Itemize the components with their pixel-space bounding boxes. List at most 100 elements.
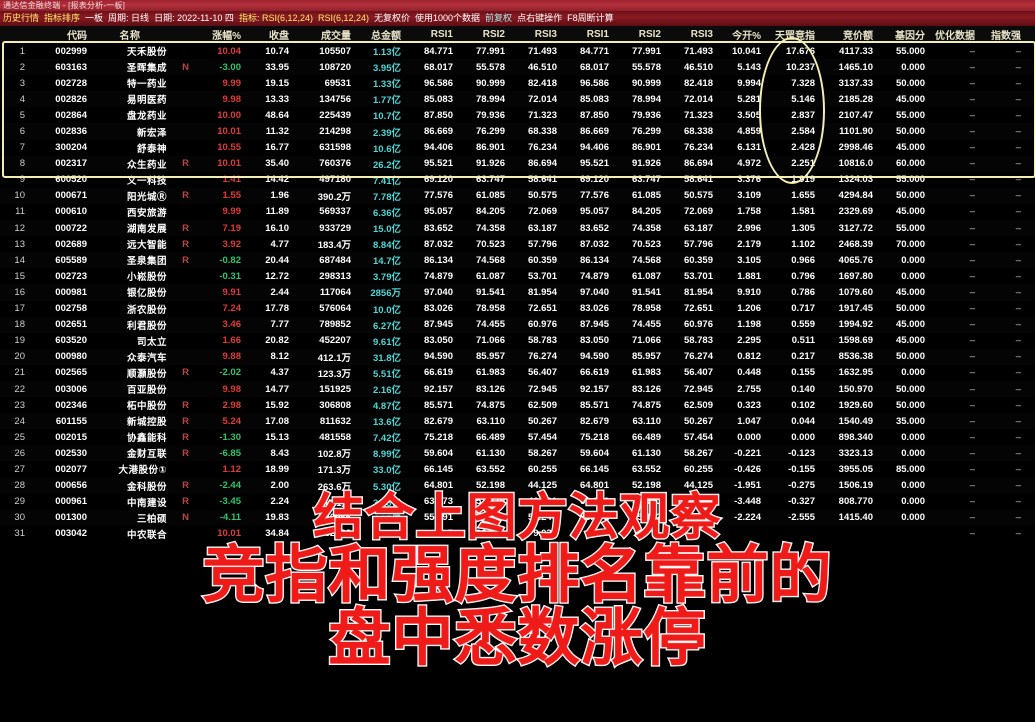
- col-rsi2-b[interactable]: RSI2: [612, 26, 664, 43]
- table-row[interactable]: 15 002723 小崧股份 -0.31 12.72 298313 3.79亿 74.879 6…: [0, 268, 1035, 285]
- col-gene-score[interactable]: 基因分: [876, 26, 928, 43]
- table-row[interactable]: 18 002651 利君股份 3.46 7.77 789852 6.27亿 87.945 74.…: [0, 316, 1035, 333]
- row-optimized: –: [928, 220, 978, 237]
- stock-ranking-table[interactable]: 代码 名称 涨幅% 收盘 成交量 总金额 RSI1 RSI2 RSI3 RSI1…: [0, 26, 1035, 542]
- row-bid-amount: 2329.69: [818, 203, 876, 221]
- table-row[interactable]: 9 600520 义一科技 1.41 14.42 497180 7.41亿 69.120 63.…: [0, 171, 1035, 188]
- table-row[interactable]: 11 000610 西安旅游 9.99 11.89 569337 6.36亿 95.057 84…: [0, 203, 1035, 221]
- table-row[interactable]: 20 000980 众泰汽车 9.88 8.12 412.1万 31.8亿 94.590 85.…: [0, 348, 1035, 365]
- row-change-pct: 3.92: [192, 236, 244, 253]
- table-row[interactable]: 7 300204 舒泰神 10.55 16.77 631598 10.6亿 94.406 86.…: [0, 139, 1035, 156]
- row-gene-score: 85.000: [876, 461, 928, 478]
- row-optimized: –: [928, 461, 978, 478]
- row-stock-strength: 0.000: [1024, 509, 1035, 526]
- table-row[interactable]: 5 002864 盘龙药业 10.00 48.64 225439 10.7亿 87.850 79…: [0, 107, 1035, 124]
- row-rsi1-b: 87.945: [560, 316, 612, 333]
- row-code: 003006: [28, 380, 90, 398]
- col-rsi1-a[interactable]: RSI1: [404, 26, 456, 43]
- row-close: 11.89: [244, 203, 292, 221]
- row-optimized: –: [928, 59, 978, 76]
- col-amount[interactable]: 总金额: [354, 26, 404, 43]
- row-rsi2-a: 61.087: [456, 268, 508, 285]
- row-close: 2.24: [244, 493, 292, 510]
- table-row[interactable]: 30 001300 三柏硕 N -4.11 19.83 246966 4.97亿 55.091 5…: [0, 509, 1035, 526]
- table-row[interactable]: 16 000981 银亿股份 9.91 2.44 117064 2856万 97.040 91.…: [0, 284, 1035, 301]
- row-name: 百亚股份: [90, 380, 170, 398]
- row-rsi3-a: 71.323: [508, 107, 560, 124]
- col-index-strength[interactable]: 指数强: [978, 26, 1024, 43]
- table-row[interactable]: 28 000656 金科股份 R -2.44 2.00 263.6万 5.30亿 64.801 5…: [0, 477, 1035, 494]
- row-rsi1-b: 74.879: [560, 268, 612, 285]
- col-tiangang-bid-index[interactable]: 天罡竞指: [764, 26, 818, 43]
- col-rsi2-a[interactable]: RSI2: [456, 26, 508, 43]
- row-rsi1-a: 86.669: [404, 123, 456, 140]
- row-index-strength: –: [978, 316, 1024, 333]
- table-row[interactable]: 29 000961 中南建设 R -3.45 2.24 148.1万 3.33亿 63.373 5…: [0, 493, 1035, 510]
- row-rsi3-b: 60.359: [664, 252, 716, 269]
- col-volume[interactable]: 成交量: [292, 26, 354, 43]
- row-bid-index: 2.428: [764, 139, 818, 156]
- table-row[interactable]: 27 002077 大港股份① 1.12 18.99 171.3万 33.0亿 66.145 6…: [0, 461, 1035, 478]
- table-row[interactable]: 13 002689 远大智能 R 3.92 4.77 183.4万 8.84亿 87.032 70…: [0, 236, 1035, 253]
- row-rsi3-b: 57.796: [664, 236, 716, 253]
- row-flag: [170, 139, 192, 156]
- col-code[interactable]: 代码: [28, 26, 90, 43]
- row-volume: 123.3万: [292, 364, 354, 381]
- table-row[interactable]: 19 603520 司太立 1.66 20.82 452207 9.61亿 83.050 71.…: [0, 332, 1035, 349]
- row-rsi2-b: 55.942: [612, 509, 664, 526]
- table-row[interactable]: 12 000722 湖南发展 R 7.19 16.10 933729 15.0亿 83.652 7…: [0, 220, 1035, 237]
- col-rsi1-b[interactable]: RSI1: [560, 26, 612, 43]
- row-rsi2-a: 61.130: [456, 445, 508, 462]
- row-name: 新宏泽: [90, 123, 170, 140]
- table-row[interactable]: 26 002530 金财互联 R -6.85 8.43 102.8万 8.99亿 59.604 6…: [0, 445, 1035, 462]
- report-info-bar: 历史行情 指标排序 一板 周期: 日线 日期: 2022-11-10 四指标: RSI(…: [0, 11, 1035, 26]
- row-index: 21: [0, 364, 28, 381]
- row-rsi2-a: 71.066: [456, 332, 508, 349]
- col-stock-strength[interactable]: 个股强: [1024, 26, 1035, 43]
- table-row[interactable]: 8 002317 众生药业 R 10.01 35.40 760376 26.2亿 95.521 9…: [0, 155, 1035, 172]
- table-row[interactable]: 23 002346 柘中股份 R 2.98 15.92 306808 4.87亿 85.571 7…: [0, 397, 1035, 414]
- col-rsi3-b[interactable]: RSI3: [664, 26, 716, 43]
- col-change-pct[interactable]: 涨幅%: [192, 26, 244, 43]
- row-index-strength: –: [978, 187, 1024, 204]
- row-stock-strength: –: [1024, 155, 1035, 172]
- table-row[interactable]: 4 002826 易明医药 9.98 13.33 134756 1.77亿 85.083 78.…: [0, 91, 1035, 108]
- row-flag: [170, 461, 192, 478]
- row-index: 5: [0, 107, 28, 124]
- table-row[interactable]: 1 002999 天禾股份 10.04 10.74 105507 1.13亿 84.771 77…: [0, 43, 1035, 60]
- row-change-pct: 9.91: [192, 284, 244, 301]
- col-close[interactable]: 收盘: [244, 26, 292, 43]
- col-rsi3-a[interactable]: RSI3: [508, 26, 560, 43]
- row-rsi3-a: 86.694: [508, 155, 560, 172]
- row-rsi2-a: 79.936: [456, 107, 508, 124]
- table-row[interactable]: 31 003042 中农联合 10.01 34.84 282233 96.5 93.061 9.…: [0, 525, 1035, 542]
- table-row[interactable]: 24 601155 新城控股 R 5.24 17.08 811632 13.6亿 82.679 6…: [0, 413, 1035, 430]
- col-open-pct[interactable]: 今开%: [716, 26, 764, 43]
- table-row[interactable]: 25 002015 协鑫能科 R -1.30 15.13 481558 7.42亿 75.218…: [0, 429, 1035, 446]
- col-name[interactable]: 名称: [90, 26, 170, 43]
- row-close: 18.99: [244, 461, 292, 478]
- table-row[interactable]: 2 603163 圣晖集成 N -3.00 33.95 108720 3.95亿 68.017 5…: [0, 59, 1035, 76]
- row-name: 易明医药: [90, 91, 170, 108]
- row-rsi1-a: 66.619: [404, 364, 456, 381]
- row-change-pct: -2.44: [192, 477, 244, 494]
- table-row[interactable]: 3 002728 特一药业 9.99 19.15 69531 1.33亿 96.586 90.9…: [0, 75, 1035, 92]
- report-table-container[interactable]: 代码 名称 涨幅% 收盘 成交量 总金额 RSI1 RSI2 RSI3 RSI1…: [0, 26, 1035, 542]
- row-rsi2-a: 66.489: [456, 429, 508, 446]
- table-row[interactable]: 17 002758 浙农股份 7.24 17.78 576064 10.0亿 83.026 78…: [0, 300, 1035, 317]
- row-rsi3-a: 44.125: [508, 477, 560, 494]
- table-row[interactable]: 10 000671 阳光城Ⓡ R 1.55 1.96 390.2万 7.78亿 77.576 61…: [0, 187, 1035, 204]
- row-open-pct: 0.812: [716, 348, 764, 365]
- col-bid-amount[interactable]: 竞价额: [818, 26, 876, 43]
- row-change-pct: 10.01: [192, 155, 244, 172]
- col-index[interactable]: [0, 26, 28, 43]
- row-flag: [170, 91, 192, 108]
- row-rsi2-a: 74.875: [456, 397, 508, 414]
- table-row[interactable]: 14 605589 圣泉集团 R -0.82 20.44 687484 14.7亿 86.134…: [0, 252, 1035, 269]
- table-row[interactable]: 6 002836 新宏泽 10.01 11.32 214298 2.39亿 86.669 76.…: [0, 123, 1035, 140]
- col-optimized-data[interactable]: 优化数据: [928, 26, 978, 43]
- row-volume: 134756: [292, 91, 354, 108]
- row-rsi3-b: 58.641: [664, 171, 716, 188]
- table-row[interactable]: 22 003006 百亚股份 9.98 14.77 151925 2.16亿 92.157 83…: [0, 380, 1035, 398]
- table-row[interactable]: 21 002565 顺灏股份 R -2.02 4.37 123.3万 5.51亿 66.619 6…: [0, 364, 1035, 381]
